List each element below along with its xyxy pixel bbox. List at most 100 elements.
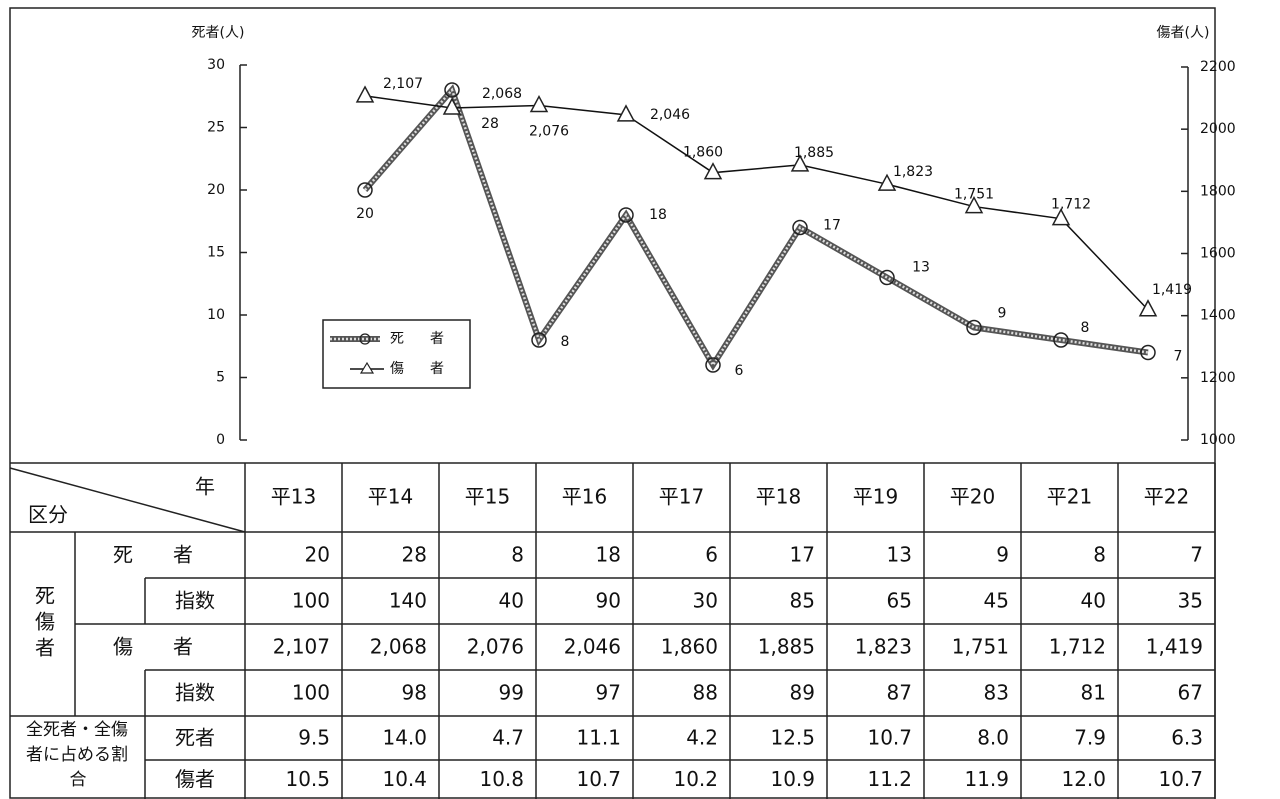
- y-tick-label: 15: [207, 245, 225, 261]
- cell: 2,107: [273, 635, 330, 659]
- cell: 10.8: [479, 767, 524, 791]
- data-label: 1,823: [893, 164, 933, 180]
- data-label: 20: [356, 206, 374, 222]
- column-header: 平18: [756, 485, 801, 509]
- frame: [9, 7, 1216, 799]
- cell: 10.7: [867, 726, 912, 750]
- point: [1138, 299, 1158, 317]
- cell: 98: [402, 681, 427, 705]
- ratio-label: 合: [70, 770, 87, 790]
- data-label: 1,860: [683, 145, 723, 161]
- data-label: 8: [1081, 320, 1090, 336]
- cell: 11.9: [964, 767, 1009, 791]
- data-label: 17: [823, 218, 841, 234]
- cell: 13: [887, 543, 912, 567]
- group-label: 死傷者: [32, 585, 56, 663]
- column-header: 平19: [853, 485, 898, 509]
- data-label: 1,751: [954, 187, 994, 203]
- data-label: 13: [912, 260, 930, 276]
- data-label: 1,419: [1152, 282, 1192, 298]
- y-tick-label: 10: [207, 307, 225, 323]
- cell: 1,751: [952, 635, 1009, 659]
- data-label: 1,885: [794, 145, 834, 161]
- row-label: 死 者: [113, 543, 203, 567]
- y2-tick-label: 2200: [1200, 59, 1236, 75]
- corner-year: 年: [195, 475, 215, 499]
- cell: 4.7: [492, 726, 524, 750]
- row-label: 傷 者: [113, 635, 203, 659]
- cell: 100: [292, 681, 330, 705]
- column-header: 平22: [1144, 485, 1189, 509]
- data-label: 7: [1174, 349, 1183, 365]
- point: [964, 195, 984, 214]
- cell: 100: [292, 589, 330, 613]
- row-label: 傷者: [175, 767, 215, 791]
- y2-tick-label: 1000: [1200, 432, 1236, 448]
- y2-tick-label: 2000: [1200, 121, 1236, 137]
- cell: 17: [790, 543, 815, 567]
- cell: 14.0: [382, 726, 427, 750]
- cell: 10.5: [285, 767, 330, 791]
- point: [618, 207, 634, 223]
- cell: 90: [596, 589, 621, 613]
- point: [357, 182, 373, 198]
- point: [705, 357, 721, 373]
- cell: 10.2: [673, 767, 718, 791]
- cell: 97: [596, 681, 621, 705]
- row-label: 死者: [175, 726, 215, 750]
- ratio-label: 者に占める割: [26, 745, 128, 765]
- cell: 10.4: [382, 767, 427, 791]
- cell: 12.0: [1061, 767, 1106, 791]
- data-label: 2,046: [650, 107, 690, 123]
- row-label: 指数: [175, 589, 215, 613]
- cell: 18: [596, 543, 621, 567]
- column-header: 平13: [271, 485, 316, 509]
- data-label: 6: [735, 363, 744, 379]
- cell: 2,076: [467, 635, 524, 659]
- corner-kubun: 区分: [28, 503, 68, 527]
- cell: 10.7: [1158, 767, 1203, 791]
- cell: 7.9: [1074, 726, 1106, 750]
- legend-marker: [359, 333, 371, 345]
- cell: 88: [693, 681, 718, 705]
- cell: 11.1: [576, 726, 621, 750]
- point: [792, 219, 808, 236]
- cell: 87: [887, 681, 912, 705]
- column-header: 平21: [1047, 485, 1092, 509]
- point: [355, 85, 375, 103]
- line: [364, 87, 1149, 368]
- line: [364, 95, 1149, 311]
- point: [531, 332, 547, 348]
- y2-axis-label: 傷者(人): [1157, 25, 1210, 41]
- y-tick-label: 20: [207, 182, 225, 198]
- cell: 1,712: [1049, 635, 1106, 659]
- point: [877, 173, 897, 191]
- point: [616, 104, 636, 122]
- legend-marker: [359, 361, 375, 374]
- cell: 10.9: [770, 767, 815, 791]
- y2-tick-label: 1800: [1200, 183, 1236, 199]
- legend: [322, 319, 471, 389]
- corner-diagonal: [9, 467, 246, 533]
- cell: 140: [389, 589, 427, 613]
- cell: 4.2: [686, 726, 718, 750]
- y2-tick-label: 1600: [1200, 246, 1236, 262]
- data-label: 8: [561, 334, 570, 350]
- cell: 6: [705, 543, 718, 567]
- data-label: 1,712: [1051, 197, 1091, 213]
- point: [1051, 208, 1071, 226]
- point: [966, 319, 982, 336]
- cell: 10.7: [576, 767, 621, 791]
- data-label: 9: [998, 306, 1007, 322]
- cell: 28: [402, 543, 427, 567]
- cell: 99: [499, 681, 524, 705]
- cell: 12.5: [770, 726, 815, 750]
- column-header: 平14: [368, 485, 413, 509]
- cell: 9.5: [298, 726, 330, 750]
- point: [444, 82, 460, 98]
- cell: 2,046: [564, 635, 621, 659]
- y-axis-label: 死者(人): [192, 25, 245, 41]
- point: [703, 162, 723, 180]
- cell: 1,885: [758, 635, 815, 659]
